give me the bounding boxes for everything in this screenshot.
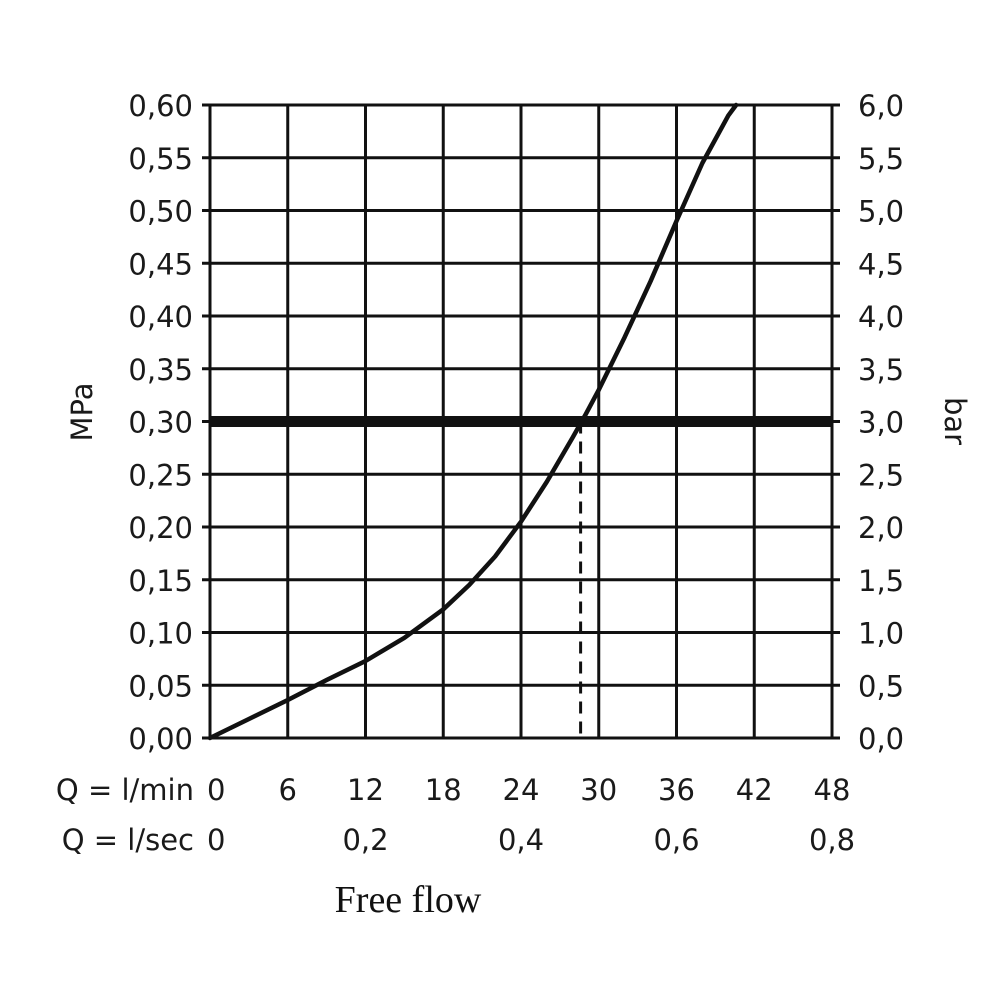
x-tick-label-lmin: 30 bbox=[580, 773, 617, 807]
y-axis-left-label: MPa bbox=[65, 383, 99, 442]
y-right-tick-label: 2,0 bbox=[858, 511, 904, 545]
y-left-tick-label: 0,30 bbox=[128, 406, 193, 440]
y-right-tick-label: 0,5 bbox=[858, 669, 904, 703]
x-tick-label-lmin: 42 bbox=[736, 773, 773, 807]
y-left-tick-label: 0,00 bbox=[128, 722, 193, 756]
y-right-tick-label: 3,5 bbox=[858, 353, 904, 387]
y-left-tick-label: 0,20 bbox=[128, 511, 193, 545]
y-left-tick-label: 0,40 bbox=[128, 300, 193, 334]
y-right-tick-label: 4,0 bbox=[858, 300, 904, 334]
y-left-tick-label: 0,55 bbox=[128, 142, 193, 176]
x-tick-label-lmin: 0 bbox=[207, 773, 225, 807]
x-tick-label-lmin: 36 bbox=[658, 773, 695, 807]
y-left-tick-label: 0,15 bbox=[128, 564, 193, 598]
x-tick-label-lsec: 0,2 bbox=[342, 823, 388, 857]
y-right-tick-label: 3,0 bbox=[858, 406, 904, 440]
y-right-tick-label: 1,0 bbox=[858, 617, 904, 651]
y-left-tick-label: 0,45 bbox=[128, 247, 193, 281]
y-right-tick-label: 6,0 bbox=[858, 89, 904, 123]
y-left-tick-label: 0,10 bbox=[128, 617, 193, 651]
y-right-tick-label: 5,0 bbox=[858, 195, 904, 229]
y-left-tick-label: 0,25 bbox=[128, 458, 193, 492]
x-tick-label-lmin: 12 bbox=[347, 773, 384, 807]
y-axis-right-label: bar bbox=[938, 397, 972, 445]
x-tick-label-lmin: 24 bbox=[503, 773, 540, 807]
y-left-tick-label: 0,05 bbox=[128, 669, 193, 703]
x-tick-label-lmin: 6 bbox=[279, 773, 297, 807]
y-right-tick-label: 2,5 bbox=[858, 458, 904, 492]
y-right-tick-label: 1,5 bbox=[858, 564, 904, 598]
x-tick-label-lsec: 0,4 bbox=[498, 823, 544, 857]
reference-lines bbox=[210, 416, 832, 738]
x-tick-label-lsec: 0,8 bbox=[809, 823, 855, 857]
series bbox=[207, 102, 739, 741]
y-right-tick-label: 5,5 bbox=[858, 142, 904, 176]
y-right-tick-label: 0,0 bbox=[858, 722, 904, 756]
x-tick-label-lsec: 0 bbox=[207, 823, 225, 857]
chart-title: Free flow bbox=[335, 879, 482, 921]
x-tick-label-lmin: 48 bbox=[814, 773, 851, 807]
y-right-tick-label: 4,5 bbox=[858, 247, 904, 281]
y-left-tick-label: 0,50 bbox=[128, 195, 193, 229]
tick-labels: 0,00 0,00,05 0,50,10 1,00,15 1,50,20 2,00,25 2… bbox=[128, 89, 904, 857]
x-row-label-lsec: Q = l/sec bbox=[62, 823, 194, 857]
x-tick-label-lmin: 18 bbox=[425, 773, 462, 807]
series-line-0 bbox=[207, 102, 739, 741]
x-row-label-lmin: Q = l/min bbox=[56, 773, 194, 807]
y-left-tick-label: 0,35 bbox=[128, 353, 193, 387]
y-left-tick-label: 0,60 bbox=[128, 89, 193, 123]
x-tick-label-lsec: 0,6 bbox=[653, 823, 699, 857]
